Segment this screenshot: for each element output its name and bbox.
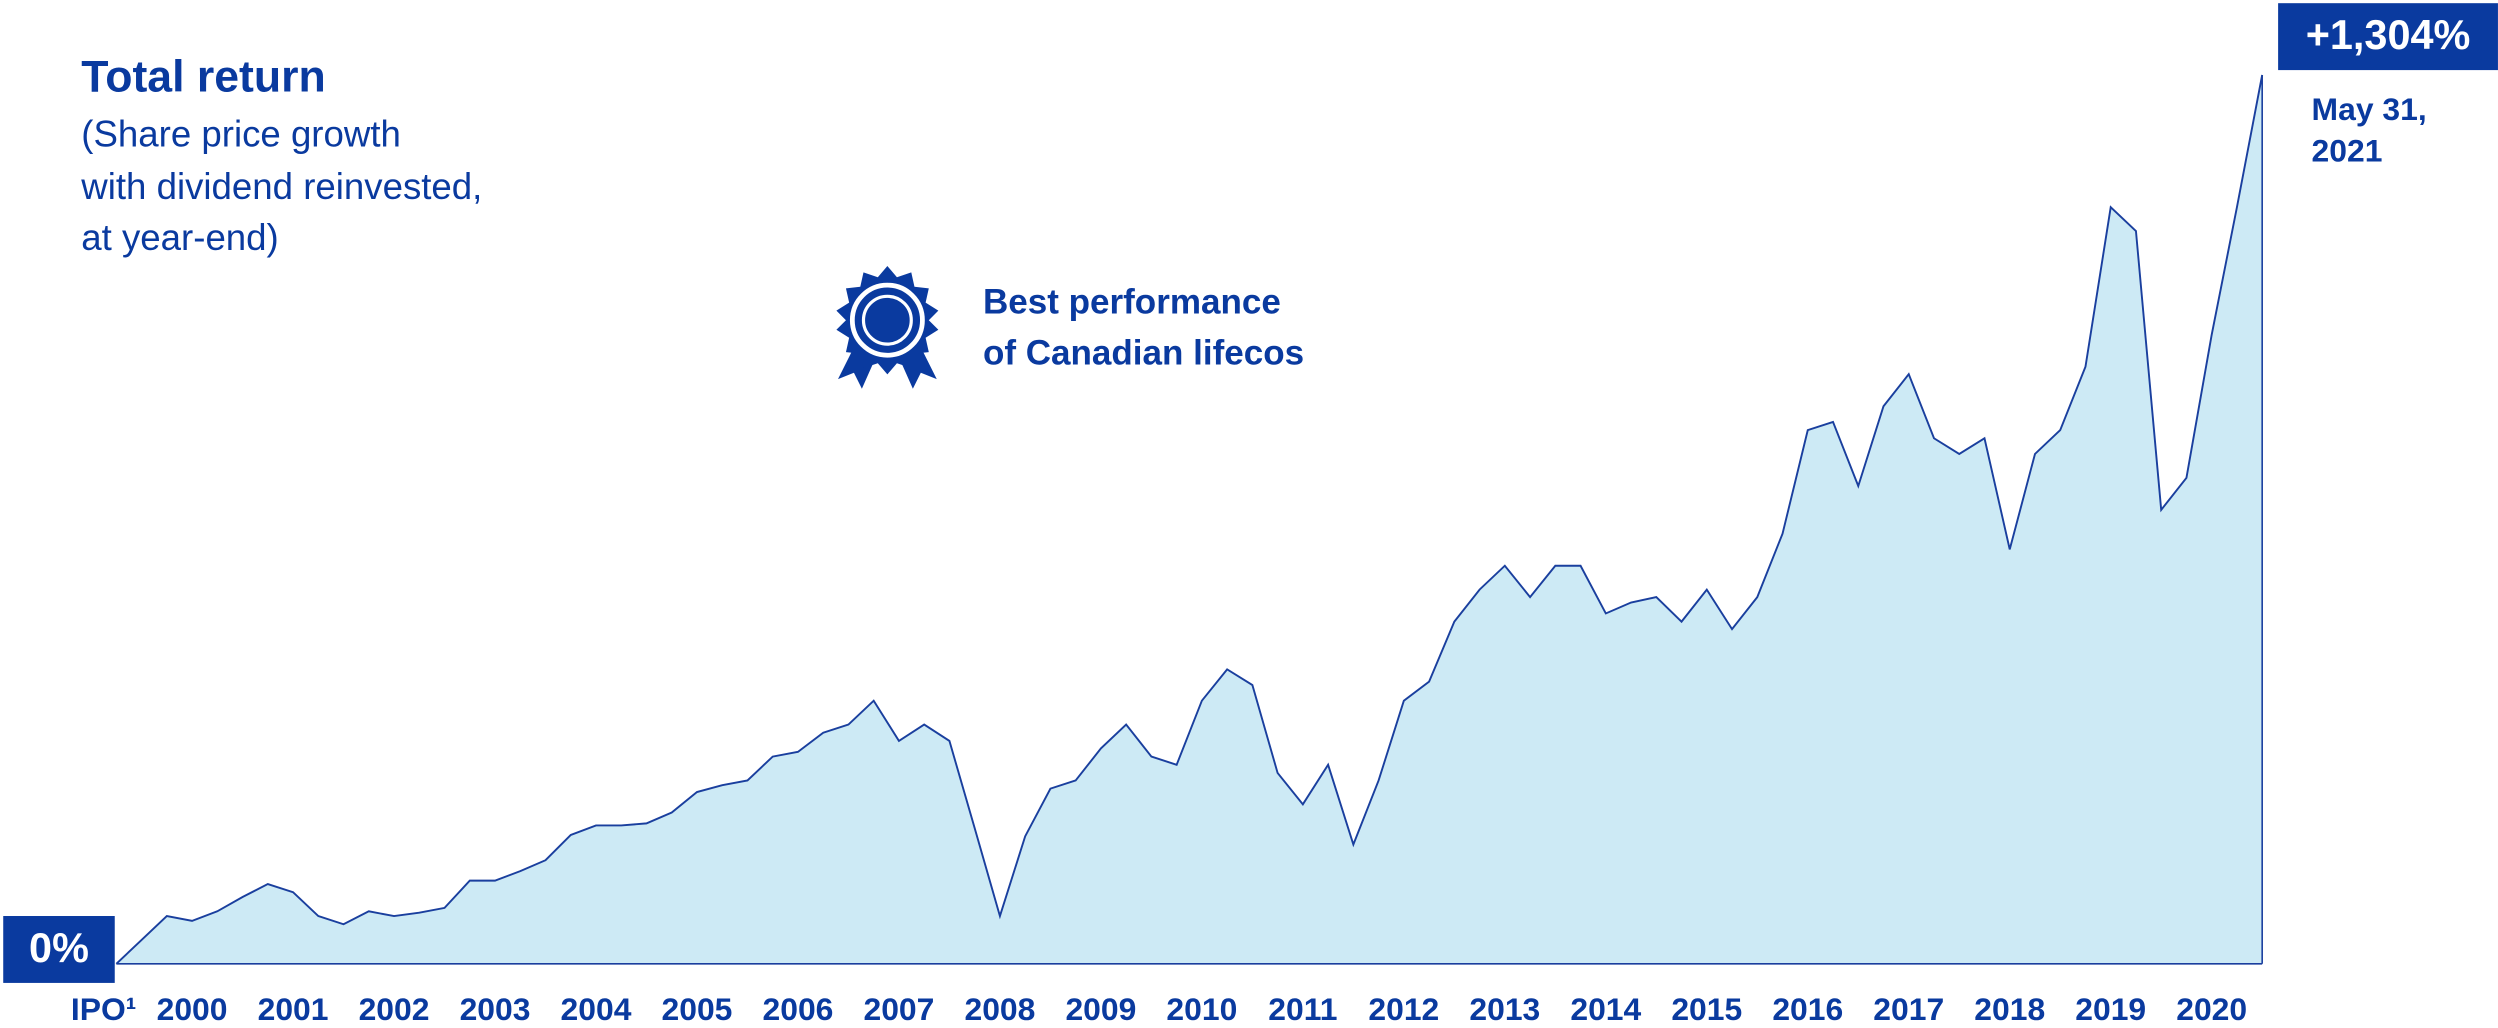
- x-tick-label: 2004: [561, 991, 632, 1027]
- x-tick-label: 2014: [1570, 991, 1641, 1027]
- x-tick-label: 2013: [1469, 991, 1540, 1027]
- end-date: May 31,: [2312, 91, 2427, 127]
- area-line: [115, 74, 2264, 965]
- annotation: Best performance: [983, 283, 1281, 322]
- x-tick-label: 2003: [460, 991, 531, 1027]
- end-date: 2021: [2312, 132, 2383, 168]
- value-label-box: [2278, 3, 2498, 71]
- x-tick-label: 2018: [1974, 991, 2045, 1027]
- x-tick-label: 2002: [359, 991, 430, 1027]
- x-tick-label: 2015: [1671, 991, 1742, 1027]
- x-tick-label: 2007: [864, 991, 935, 1027]
- annotation: of Canadian lifecos: [983, 334, 1304, 373]
- x-tick-label: 2001: [258, 991, 329, 1027]
- x-tick-label: 2012: [1368, 991, 1439, 1027]
- x-tick-label: 2020: [2176, 991, 2247, 1027]
- x-tick-label: 2010: [1166, 991, 1237, 1027]
- subtitle: at year-end): [81, 217, 278, 258]
- x-tick-label: 2009: [1065, 991, 1136, 1027]
- subtitle: (Share price growth: [81, 114, 401, 155]
- area-fill: [116, 74, 2263, 964]
- x-tick-label: 2008: [964, 991, 1035, 1027]
- value-label: 0%: [29, 925, 89, 971]
- value-label-box: [3, 916, 115, 983]
- x-tick-label: 2017: [1873, 991, 1944, 1027]
- x-tick-label: 2019: [2075, 991, 2146, 1027]
- chart-title: Total return: [81, 52, 325, 101]
- x-tick-label: 2005: [662, 991, 733, 1027]
- badge-icon: [836, 266, 939, 389]
- x-tick-label: 2011: [1268, 991, 1337, 1027]
- x-tick-label: 2016: [1772, 991, 1843, 1027]
- x-tick-label: IPO¹: [71, 991, 137, 1027]
- x-tick-label: 2000: [157, 991, 228, 1027]
- value-label: +1,304%: [2306, 12, 2471, 58]
- x-tick-label: 2006: [763, 991, 834, 1027]
- subtitle: with dividend reinvested,: [80, 166, 482, 207]
